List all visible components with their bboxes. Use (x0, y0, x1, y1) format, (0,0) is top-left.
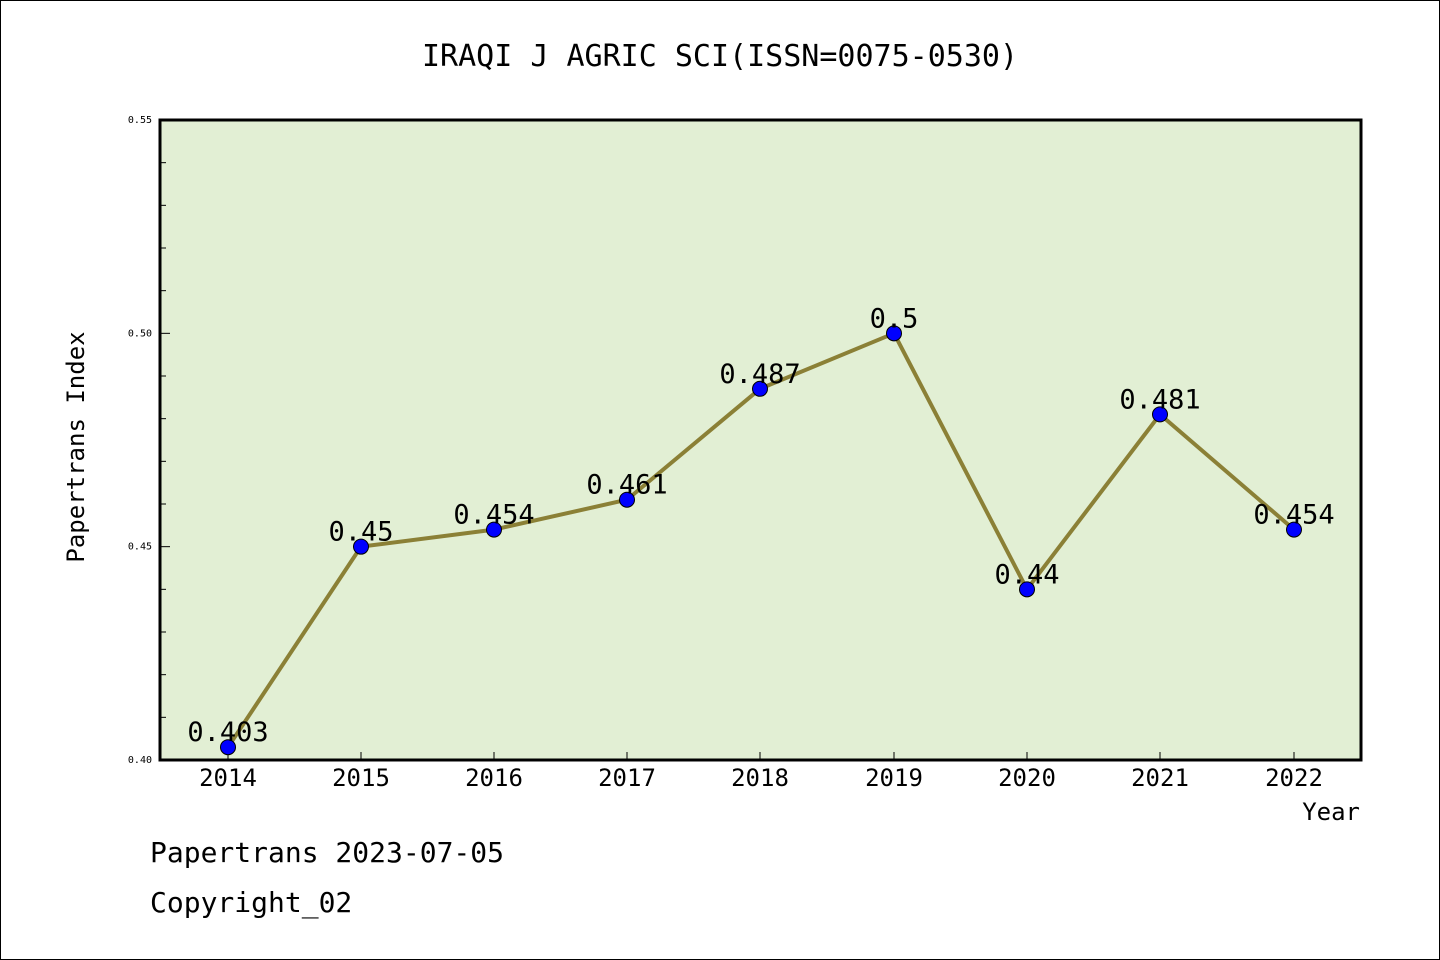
y-tick-label: 0.40 (128, 755, 152, 766)
data-label: 0.461 (586, 470, 667, 501)
series-line-segment (492, 497, 629, 532)
data-label: 0.487 (719, 359, 800, 390)
data-labels-group: 0.403 0.45 0.454 0.461 0.487 0.5 0.44 0.481 0.45… (187, 303, 1334, 748)
data-label: 0.481 (1119, 384, 1200, 415)
y-axis-label: Papertrans Index (62, 331, 90, 562)
data-point (1019, 581, 1035, 598)
series-line-segment (359, 527, 496, 549)
y-tick-label: 0.45 (128, 542, 152, 553)
x-tick-label: 2022 (1265, 764, 1323, 792)
series-line-segment (1158, 412, 1296, 532)
y-tick-label: 0.50 (128, 328, 152, 339)
data-point (220, 739, 236, 756)
footer-copyright: Copyright_02 (150, 886, 353, 919)
series-points-group (220, 325, 1302, 756)
series-line-segment (892, 331, 1029, 592)
x-axis: 2014 2015 2016 2017 2018 2019 2020 2021 2022 (199, 752, 1323, 792)
plot-area (158, 118, 1363, 762)
data-label: 0.454 (1253, 500, 1334, 531)
data-point (752, 380, 768, 397)
x-tick-label: 2015 (332, 764, 390, 792)
data-label: 0.44 (994, 559, 1059, 590)
x-tick-label: 2018 (731, 764, 789, 792)
data-point (1152, 406, 1168, 423)
data-point (886, 325, 902, 342)
x-tick-label: 2016 (465, 764, 523, 792)
x-tick-label: 2014 (199, 764, 257, 792)
data-point (1286, 521, 1302, 538)
x-tick-label: 2021 (1131, 764, 1189, 792)
data-point (619, 491, 635, 508)
x-tick-label: 2020 (998, 764, 1056, 792)
data-point (353, 538, 369, 555)
series-line-segment (226, 544, 363, 750)
series-line-segment (625, 386, 762, 502)
data-point (486, 521, 502, 538)
series-line-segment (1025, 412, 1162, 592)
series-line-group (226, 331, 1296, 750)
x-tick-label: 2019 (865, 764, 923, 792)
chart-title: IRAQI J AGRIC SCI(ISSN=0075-0530) (422, 39, 1018, 74)
y-axis: 0.40 0.45 0.50 0.55 (128, 115, 170, 766)
data-label: 0.5 (870, 303, 919, 334)
data-label: 0.403 (187, 717, 268, 748)
x-axis-label: Year (1302, 798, 1360, 826)
x-tick-label: 2017 (598, 764, 656, 792)
y-tick-label: 0.55 (128, 115, 152, 126)
series-line-segment (758, 331, 896, 391)
data-label: 0.45 (328, 517, 393, 548)
data-label: 0.454 (453, 500, 534, 531)
footer-date: Papertrans 2023-07-05 (150, 836, 505, 869)
